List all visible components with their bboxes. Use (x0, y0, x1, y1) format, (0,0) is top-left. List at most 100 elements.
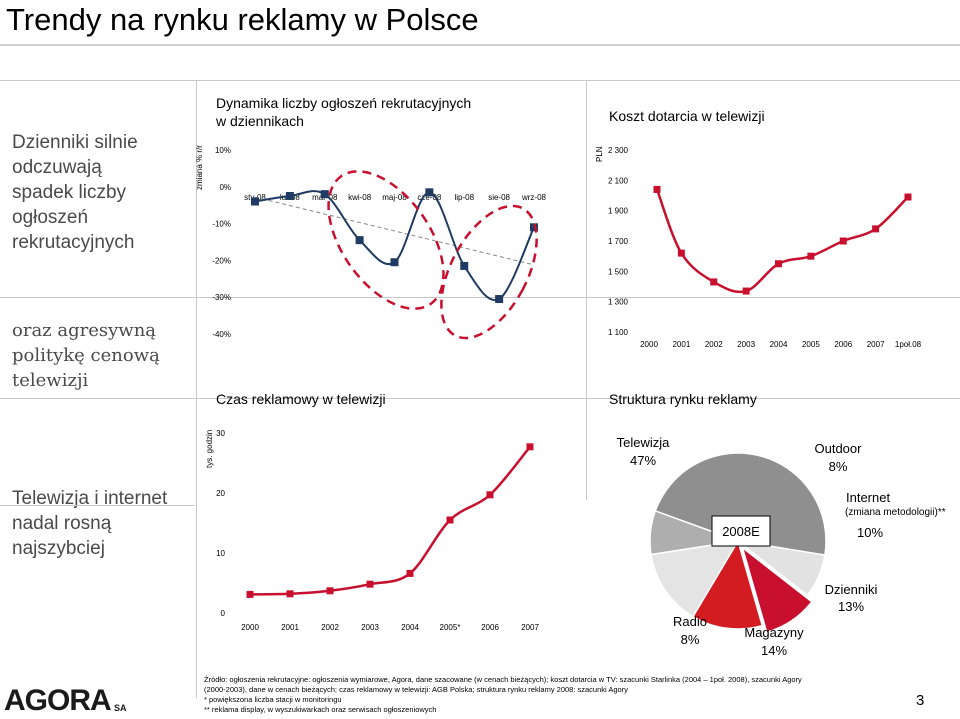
series-line (655, 188, 909, 294)
data-point (904, 193, 912, 201)
page-number: 3 (916, 692, 925, 709)
y-tick-label: 2 100 (608, 176, 629, 185)
y-tick-label: -40% (212, 330, 231, 339)
pie-slice (741, 545, 813, 634)
data-point (495, 295, 504, 304)
pie-label-name: Radio (673, 614, 707, 629)
left-text-line: politykę cenową (12, 345, 160, 366)
x-tick-label: 2006 (834, 340, 852, 349)
y-tick-label: -10% (212, 220, 231, 229)
pie-label-value: 8% (829, 459, 848, 474)
x-tick-label: 2004 (770, 340, 788, 349)
data-point (355, 236, 364, 245)
grid-divider (0, 398, 960, 399)
pie-label-value: 13% (838, 599, 864, 614)
left-text-block-3: Telewizja i internet nadal rosną najszyb… (12, 486, 167, 561)
left-text-line: rekrutacyjnych (12, 232, 135, 253)
pie-label-value: 8% (681, 632, 700, 647)
y-tick-label: 1 300 (608, 298, 629, 307)
data-point (460, 261, 469, 270)
left-text-line: ogłoszeń (12, 207, 89, 228)
x-tick-label: 2005* (440, 623, 461, 632)
left-text-line: nadal rosną (12, 513, 112, 534)
x-tick-label: kwi-08 (348, 193, 372, 202)
data-point (742, 287, 750, 295)
x-tick-label: 2003 (737, 340, 755, 349)
grid-divider (586, 80, 587, 500)
y-tick-label: 1 900 (608, 207, 629, 216)
pie-label-name: Outdoor (815, 441, 863, 456)
data-point (406, 569, 414, 577)
y-tick-label: 20 (216, 489, 225, 498)
x-tick-label: 2007 (521, 623, 539, 632)
pie-label-value: 14% (761, 643, 787, 658)
data-point (390, 258, 399, 267)
x-tick-label: 2000 (241, 623, 259, 632)
grid-divider (0, 297, 960, 298)
y-tick-label: 1 100 (608, 328, 629, 337)
highlight-ellipse (327, 170, 445, 310)
left-text-line: Telewizja i internet (12, 488, 168, 509)
data-point (326, 587, 334, 595)
data-point (446, 516, 454, 524)
source-footnote: Źródło: ogłoszenia rekrutacyjne: ogłosze… (204, 675, 802, 714)
pie-label-name: Telewizja (617, 435, 671, 450)
y-tick-label: 30 (216, 429, 225, 438)
agora-logo-graphic: AGORA SA (4, 684, 127, 714)
data-point (486, 491, 494, 499)
pie-slice (650, 540, 740, 618)
data-point (246, 590, 254, 598)
pie-label-value: 47% (630, 453, 656, 468)
y-tick-label: -30% (212, 293, 231, 302)
chart2-title: Koszt dotarcia w telewizji (609, 108, 765, 124)
pie-slice (691, 539, 764, 630)
x-tick-label: 2002 (705, 340, 723, 349)
data-point (526, 443, 534, 451)
x-tick-label: lip-08 (454, 193, 474, 202)
pie-label-name: Internet (846, 490, 890, 505)
data-point (320, 190, 329, 199)
pie-center-label: 2008E (722, 524, 760, 539)
x-tick-label: 2007 (867, 340, 885, 349)
x-tick-label: sie-08 (488, 193, 510, 202)
y-tick-label: 0 (221, 609, 226, 618)
title-divider (0, 44, 960, 46)
x-tick-label: maj-08 (382, 193, 407, 202)
grid-divider (0, 80, 960, 81)
y-tick-label: 0% (219, 183, 231, 192)
y-tick-label: 10 (216, 549, 225, 558)
y-axis-label: PLN (595, 146, 604, 162)
data-point (286, 590, 294, 598)
data-point (285, 192, 294, 200)
pie-label-value: 10% (857, 525, 883, 540)
x-tick-label: 2001 (672, 340, 690, 349)
y-axis-label: zmiana % r/r (195, 145, 204, 190)
left-text-block-1: Dzienniki silnie odczuwają spadek liczby… (12, 130, 138, 255)
x-tick-label: cze-08 (417, 193, 442, 202)
x-tick-label: 2003 (361, 623, 379, 632)
chart3-title: Czas reklamowy w telewizji (216, 391, 386, 407)
data-point (366, 580, 374, 588)
series-line (254, 190, 535, 302)
svg-text:AGORA: AGORA (4, 684, 111, 714)
pie-label-sub: (zmiana metodologii)** (845, 507, 946, 518)
y-tick-label: 1 500 (608, 267, 629, 276)
left-text-line: Dzienniki silnie (12, 132, 138, 153)
left-text-line: odczuwają (12, 157, 102, 178)
left-text-line: telewizji (12, 370, 89, 391)
series-line (249, 445, 531, 596)
pie-slice (654, 452, 827, 556)
data-point (677, 249, 685, 257)
y-tick-label: 10% (215, 146, 231, 155)
grid-divider (0, 505, 195, 506)
highlight-ellipse (440, 204, 538, 340)
agora-logo: AGORA SA (2, 684, 202, 714)
y-tick-label: 2 300 (608, 146, 629, 155)
y-axis-label: tys. godzin (205, 430, 214, 468)
grid-divider (196, 80, 197, 698)
pie-slice (737, 540, 826, 597)
data-point (653, 185, 661, 193)
svg-text:SA: SA (114, 703, 127, 713)
data-point (872, 225, 880, 233)
